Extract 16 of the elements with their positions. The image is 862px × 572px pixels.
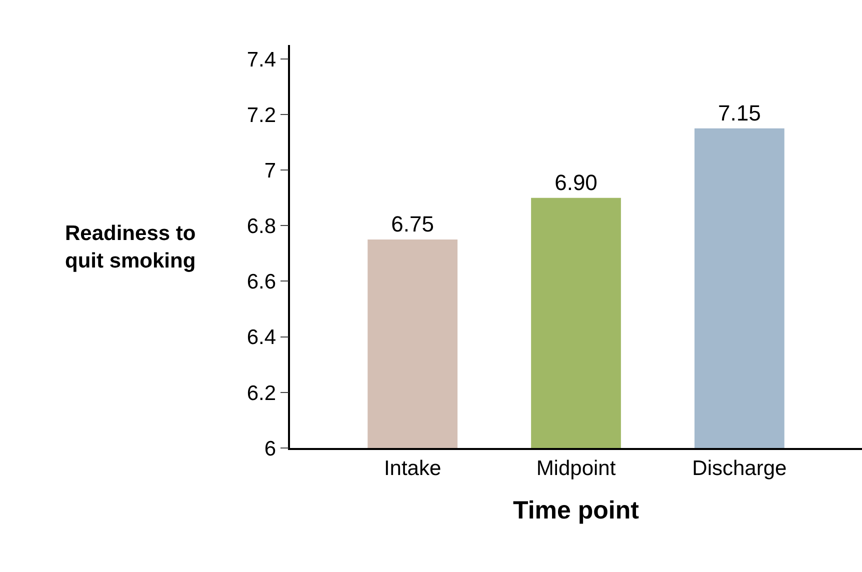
data-label: 6.90	[554, 170, 598, 195]
y-tick-label: 6.4	[246, 326, 276, 350]
x-tick-label: Midpoint	[536, 456, 616, 480]
y-axis-title: Readiness to quit smoking	[65, 222, 196, 272]
y-tick-label: 6.2	[246, 382, 276, 405]
y-tick-label: 6.6	[246, 270, 276, 294]
y-tick-label: 6.8	[246, 215, 276, 238]
x-tick-label: Discharge	[692, 456, 787, 480]
x-axis-title: Time point	[513, 496, 640, 524]
y-tick-label: 7.4	[246, 48, 276, 72]
y-tick-label: 6	[264, 437, 276, 460]
data-label: 7.15	[718, 100, 761, 126]
x-tick-label: Intake	[384, 456, 442, 480]
y-tick-label: 7	[264, 159, 276, 182]
data-label: 6.75	[391, 212, 434, 237]
y-tick-label: 7.2	[246, 104, 276, 127]
